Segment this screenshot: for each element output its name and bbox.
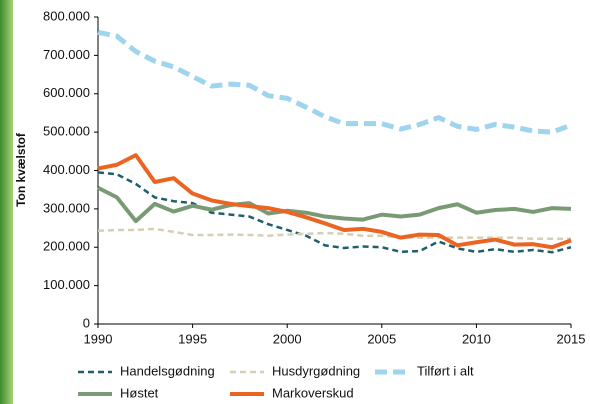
y-tick-label: 800.000	[43, 8, 90, 23]
y-tick-label: 200.000	[43, 239, 90, 254]
y-axis-label: Ton kvælstof	[14, 132, 28, 207]
legend-label: Tilført i alt	[417, 363, 474, 378]
y-tick-label: 700.000	[43, 47, 90, 62]
x-tick-label: 2010	[462, 331, 491, 346]
series-line	[97, 227, 571, 241]
legend-label: Høstet	[120, 385, 159, 400]
legend-label: Handelsgødning	[120, 363, 215, 378]
legend-label: Markoverskud	[272, 385, 354, 400]
x-tick-label: 1990	[84, 331, 113, 346]
series-line	[97, 185, 572, 224]
legend-label: Husdyrgødning	[272, 363, 360, 378]
series-line	[97, 29, 572, 135]
y-tick-label: 100.000	[43, 277, 90, 292]
x-tick-label: 2000	[273, 331, 302, 346]
y-tick-label: 400.000	[43, 162, 90, 177]
x-tick-label: 2005	[367, 331, 396, 346]
series-line	[97, 171, 572, 254]
y-tick-label: 600.000	[43, 85, 90, 100]
x-tick-label: 1995	[178, 331, 207, 346]
background-strip	[0, 0, 13, 404]
x-tick-label: 2015	[557, 331, 586, 346]
y-tick-label: 500.000	[43, 124, 90, 139]
y-tick-label: 0	[83, 315, 90, 330]
y-tick-label: 300.000	[43, 200, 90, 215]
series-line	[97, 153, 572, 250]
